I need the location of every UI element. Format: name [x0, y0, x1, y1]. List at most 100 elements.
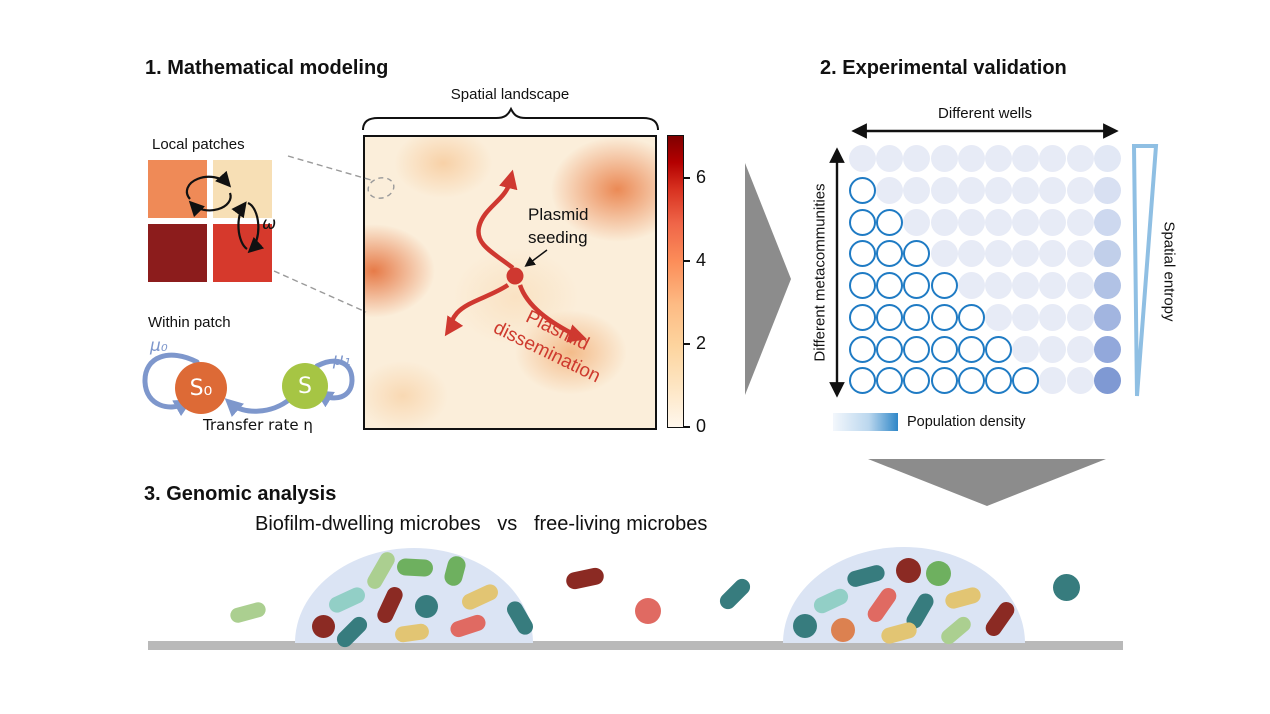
well: [985, 145, 1012, 172]
well: [1012, 335, 1040, 363]
well: [876, 335, 904, 363]
well: [957, 335, 985, 363]
well: [903, 303, 931, 331]
surface-line: [148, 641, 1123, 650]
well: [957, 303, 985, 331]
coccus-microbe: [895, 557, 921, 583]
well: [849, 240, 876, 268]
well: [985, 208, 1012, 236]
well: [1066, 240, 1094, 268]
colorbar-tick-label: 2: [696, 333, 707, 354]
well: [957, 145, 985, 172]
well: [1066, 272, 1094, 299]
well: [876, 240, 904, 268]
different-metacommunities-label: Different metacommunities: [811, 183, 829, 362]
colorbar-tick: [684, 177, 690, 180]
zoom-dash-line-top: [287, 155, 372, 181]
well: [930, 303, 958, 331]
well: [985, 272, 1012, 299]
well: [985, 303, 1012, 331]
well: [985, 335, 1012, 363]
well: [1093, 145, 1121, 172]
well: [930, 176, 958, 204]
coccus-microbe: [635, 598, 661, 624]
spatial-landscape-heatmap: [363, 135, 657, 430]
spatial-entropy-label: Spatial entropy: [1160, 221, 1178, 322]
different-wells-label: Different wells: [938, 105, 1032, 122]
well: [849, 335, 876, 363]
coccus-microbe: [925, 560, 951, 586]
coccus-microbe: [311, 614, 335, 638]
well: [849, 303, 876, 331]
within-patch-label: Within patch: [148, 314, 231, 331]
transfer-arrow: [224, 396, 293, 417]
coccus-microbe: [414, 594, 438, 618]
well: [957, 176, 985, 204]
coccus-microbe: [793, 614, 817, 638]
well: [1039, 145, 1067, 172]
well: [849, 367, 876, 395]
well: [1066, 303, 1094, 331]
wells-grid: [849, 145, 1123, 396]
well: [1039, 272, 1067, 299]
rod-microbe: [396, 557, 434, 577]
well: [876, 272, 904, 299]
well: [930, 272, 958, 299]
well: [1012, 367, 1040, 395]
well: [1066, 335, 1094, 363]
colorbar: [667, 135, 684, 428]
panel1-title: 1. Mathematical modeling: [145, 57, 389, 79]
well: [903, 208, 931, 236]
well: [1039, 208, 1067, 236]
well: [903, 335, 931, 363]
population-density-gradient: [833, 413, 898, 431]
well: [985, 367, 1012, 395]
local-patch-square: [148, 160, 207, 218]
well: [1066, 208, 1094, 236]
comparison-subtitle: Biofilm-dwelling microbes vs free-living…: [255, 513, 708, 535]
local-patch-square: [213, 160, 272, 218]
well: [849, 145, 876, 172]
well: [1012, 240, 1040, 268]
well: [1039, 240, 1067, 268]
omega-label: ω: [262, 214, 277, 234]
well: [876, 208, 904, 236]
colorbar-tick-label: 0: [696, 416, 707, 436]
colorbar-tick-label: 6: [696, 167, 707, 188]
flow-arrow-right: [745, 163, 791, 395]
well: [903, 367, 931, 395]
rod-microbe: [716, 575, 754, 613]
well: [985, 176, 1012, 204]
well: [903, 272, 931, 299]
well: [1012, 208, 1040, 236]
well: [930, 367, 958, 395]
well: [930, 208, 958, 236]
well: [849, 176, 876, 204]
well: [876, 367, 904, 395]
well: [1093, 367, 1121, 395]
well: [1066, 145, 1094, 172]
well: [849, 208, 876, 236]
spatial-entropy-triangle: [1131, 144, 1159, 397]
well: [957, 367, 985, 395]
well: [957, 208, 985, 236]
mu0-label: μ₀: [150, 336, 168, 356]
well: [876, 176, 904, 204]
rod-microbe: [228, 600, 268, 624]
well: [1039, 367, 1067, 395]
well: [1039, 176, 1067, 204]
well: [1039, 303, 1067, 331]
well: [930, 145, 958, 172]
well: [1012, 272, 1040, 299]
panel2-title: 2. Experimental validation: [820, 57, 1067, 79]
zoom-dash-line-bottom: [273, 270, 367, 313]
well: [1093, 176, 1121, 204]
mu1-label: μ₁: [333, 350, 351, 370]
panel3-title: 3. Genomic analysis: [144, 483, 337, 505]
well: [903, 145, 931, 172]
colorbar-tick: [684, 426, 690, 428]
well: [957, 240, 985, 268]
well: [1093, 303, 1121, 331]
spatial-landscape-label: Spatial landscape: [450, 86, 570, 103]
